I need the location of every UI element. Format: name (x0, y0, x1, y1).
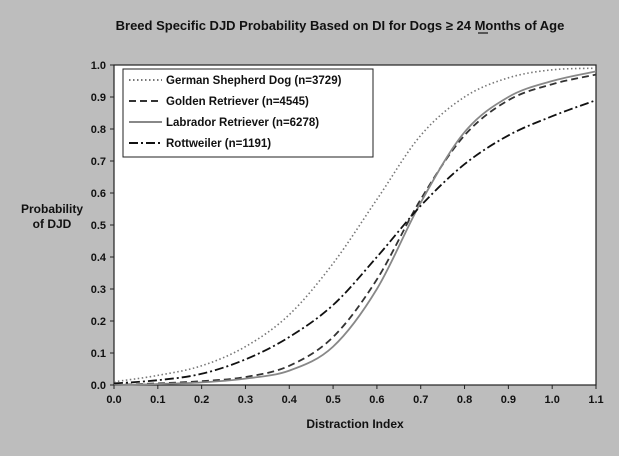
x-tick-label: 0.5 (325, 394, 340, 406)
y-tick-label: 0.8 (91, 124, 106, 136)
legend-label-2: Golden Retriever (n=4545) (166, 96, 309, 108)
chart-title: Breed Specific DJD Probability Based on … (116, 18, 565, 33)
y-tick-label: 0.9 (91, 92, 106, 104)
y-axis-label-line2: of DJD (33, 217, 72, 231)
y-tick-label: 1.0 (91, 60, 106, 72)
legend: German Shepherd Dog (n=3729) Golden Retri… (122, 68, 374, 158)
x-tick-label: 0.6 (369, 394, 384, 406)
y-tick-label: 0.6 (91, 188, 106, 200)
x-tick-label: 0.3 (238, 394, 253, 406)
series-line-4 (113, 99, 597, 385)
y-tick-label: 0.1 (91, 348, 106, 360)
series-group (113, 67, 597, 386)
y-axis-ticks: 0.0 0.1 0.2 0.3 0.4 0.5 0.6 0.7 0.8 0.9 1.0 (91, 60, 114, 392)
x-tick-label: 1.1 (588, 394, 603, 406)
x-tick-label: 0.1 (150, 394, 165, 406)
y-tick-label: 0.2 (91, 316, 106, 328)
y-tick-label: 0.5 (91, 220, 106, 232)
x-axis-label: Distraction Index (306, 417, 404, 431)
x-axis-ticks: 0.0 0.1 0.2 0.3 0.4 0.5 0.6 0.7 0.8 0.9 1.0 1.1 (106, 385, 604, 406)
series-line-3 (113, 70, 597, 386)
series-line-1 (113, 67, 597, 383)
y-tick-label: 0.3 (91, 284, 106, 296)
x-tick-label: 0.0 (106, 394, 121, 406)
y-tick-label: 0.7 (91, 156, 106, 168)
y-axis-label-line1: Probability (21, 202, 83, 216)
y-tick-label: 0.0 (91, 380, 106, 392)
legend-label-3: Labrador Retriever (n=6278) (166, 117, 319, 129)
x-tick-label: 0.8 (457, 394, 472, 406)
legend-label-1: German Shepherd Dog (n=3729) (166, 75, 342, 87)
x-tick-label: 0.4 (282, 394, 298, 406)
x-tick-label: 1.0 (545, 394, 560, 406)
x-tick-label: 0.2 (194, 394, 209, 406)
x-tick-label: 0.9 (501, 394, 516, 406)
legend-label-4: Rottweiler (n=1191) (166, 138, 271, 150)
x-tick-label: 0.7 (413, 394, 428, 406)
series-line-2 (113, 73, 597, 386)
y-tick-label: 0.4 (91, 252, 107, 264)
legend-box (122, 68, 374, 158)
